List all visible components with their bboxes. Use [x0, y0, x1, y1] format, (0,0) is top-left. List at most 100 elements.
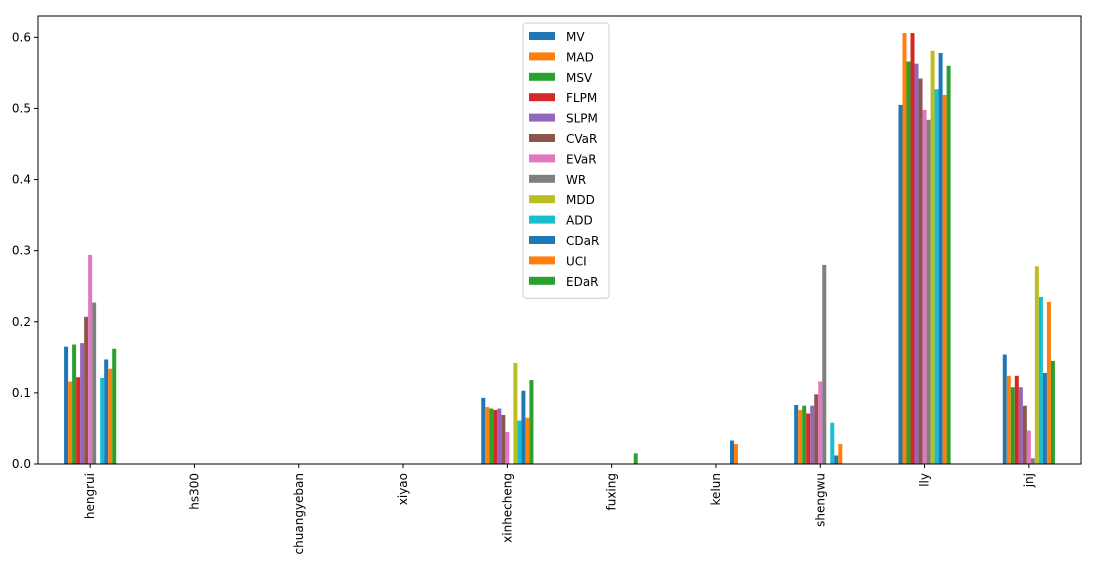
legend-swatch-ADD — [529, 215, 555, 224]
bar-jnj-WR — [1030, 458, 1035, 464]
legend-swatch-SLPM — [529, 113, 555, 122]
legend-swatch-MDD — [529, 195, 555, 204]
bar-hengrui-FLPM — [76, 377, 81, 464]
bar-shengwu-FLPM — [806, 413, 811, 464]
bar-shengwu-MV — [794, 404, 799, 464]
bar-lly-MSV — [906, 61, 911, 465]
x-tick-label-xiyao: xiyao — [396, 473, 410, 505]
y-tick-label: 0.6 — [12, 30, 31, 44]
legend-label-EDaR: EDaR — [566, 275, 599, 289]
bar-kelun-CDaR — [729, 440, 735, 464]
y-tick-label: 0.2 — [12, 315, 31, 329]
y-tick-label: 0.0 — [12, 457, 31, 471]
bar-xinhecheng-ADD — [517, 420, 522, 464]
bar-jnj-CDaR — [1042, 372, 1047, 464]
legend-label-EVaR: EVaR — [566, 152, 597, 166]
legend-label-MSV: MSV — [566, 71, 593, 85]
legend-swatch-MSV — [529, 72, 555, 81]
bar-hengrui-UCI — [108, 368, 113, 464]
y-axis: 0.0 0.1 0.2 0.3 0.4 0.5 0.6 — [12, 30, 38, 471]
legend-swatch-EDaR — [529, 276, 555, 285]
bar-jnj-MSV — [1010, 387, 1015, 464]
bar-jnj-UCI — [1046, 301, 1051, 464]
legend-box — [522, 22, 610, 299]
bar-xinhecheng-EDaR — [529, 380, 534, 464]
bar-shengwu-CDaR — [834, 455, 839, 464]
bar-shengwu-CVaR — [814, 394, 819, 464]
bar-jnj-MAD — [1006, 375, 1011, 464]
bar-lly-MAD — [902, 33, 907, 465]
bar-shengwu-SLPM — [810, 405, 815, 464]
bar-lly-CDaR — [938, 52, 943, 464]
y-tick-label: 0.3 — [12, 244, 31, 258]
bar-jnj-FLPM — [1014, 375, 1019, 464]
bar-xinhecheng-CDaR — [521, 390, 526, 464]
bar-jnj-MV — [1002, 354, 1007, 464]
legend: MV MAD MSV FLPM SLPM CVaR EVaR WR MDD ADD CDaR UCI E… — [522, 22, 610, 299]
x-tick-label-fuxing: fuxing — [605, 473, 619, 511]
x-tick-label-shengwu: shengwu — [813, 473, 827, 527]
bar-xinhecheng-EVaR — [505, 432, 510, 464]
bar-xinhecheng-MDD — [513, 363, 518, 464]
bar-shengwu-EVaR — [818, 381, 823, 464]
bar-lly-SLPM — [914, 63, 919, 465]
legend-swatch-MAD — [529, 52, 555, 61]
legend-swatch-FLPM — [529, 93, 555, 102]
legend-label-CVaR: CVaR — [566, 132, 597, 146]
legend-swatch-UCI — [529, 256, 555, 265]
bar-jnj-MDD — [1034, 266, 1039, 464]
bar-hengrui-MSV — [72, 344, 77, 464]
legend-swatch-EVaR — [529, 154, 555, 163]
legend-label-SLPM: SLPM — [566, 112, 598, 126]
legend-swatch-WR — [529, 174, 555, 183]
bar-lly-MDD — [930, 50, 935, 464]
x-tick-label-jnj: jnj — [1022, 473, 1036, 488]
bar-lly-EVaR — [922, 109, 927, 464]
bar-hengrui-SLPM — [80, 343, 85, 464]
y-tick-label: 0.1 — [12, 386, 31, 400]
legend-label-UCI: UCI — [566, 254, 587, 268]
bar-xinhecheng-MV — [481, 397, 486, 464]
bar-shengwu-MAD — [798, 409, 803, 464]
bar-lly-MV — [898, 104, 903, 464]
x-tick-label-chuangyeban: chuangyeban — [292, 473, 306, 554]
bar-shengwu-WR — [822, 264, 827, 464]
bar-hengrui-MV — [64, 346, 69, 464]
legend-label-CDaR: CDaR — [566, 234, 599, 248]
bar-shengwu-UCI — [838, 444, 843, 464]
bar-jnj-CVaR — [1022, 405, 1027, 464]
legend-label-MDD: MDD — [566, 193, 595, 207]
legend-swatch-CDaR — [529, 236, 555, 244]
bar-hengrui-CDaR — [104, 359, 109, 464]
x-tick-label-hs300: hs300 — [187, 473, 201, 510]
bar-hengrui-CVaR — [84, 316, 89, 464]
bar-lly-CVaR — [918, 78, 923, 465]
legend-label-MAD: MAD — [566, 50, 594, 64]
legend-swatch-MV — [529, 32, 555, 40]
bar-jnj-EVaR — [1026, 430, 1031, 464]
bar-xinhecheng-SLPM — [497, 408, 502, 464]
bar-xinhecheng-MAD — [485, 407, 490, 464]
legend-label-WR: WR — [566, 173, 586, 187]
bar-jnj-EDaR — [1050, 360, 1055, 464]
plot-frame — [37, 15, 1082, 465]
bar-hengrui-EDaR — [112, 348, 117, 464]
y-tick-label: 0.5 — [12, 101, 31, 115]
x-tick-label-hengrui: hengrui — [83, 473, 97, 519]
bar-xinhecheng-FLPM — [493, 409, 498, 464]
bar-jnj-SLPM — [1018, 387, 1023, 464]
bar-fuxing-EDaR — [633, 453, 638, 464]
bar-lly-UCI — [942, 94, 947, 464]
bars-layer — [64, 33, 1055, 465]
bar-shengwu-ADD — [830, 422, 835, 464]
legend-label-FLPM: FLPM — [566, 91, 597, 105]
bar-hengrui-ADD — [100, 377, 105, 464]
bar-lly-EDaR — [946, 65, 951, 465]
x-tick-label-xinhecheng: xinhecheng — [500, 473, 514, 543]
bar-shengwu-MSV — [802, 405, 807, 464]
legend-label-MV: MV — [566, 30, 585, 44]
bar-kelun-UCI — [734, 444, 739, 464]
x-tick-label-kelun: kelun — [709, 473, 723, 505]
bar-lly-WR — [926, 119, 931, 465]
